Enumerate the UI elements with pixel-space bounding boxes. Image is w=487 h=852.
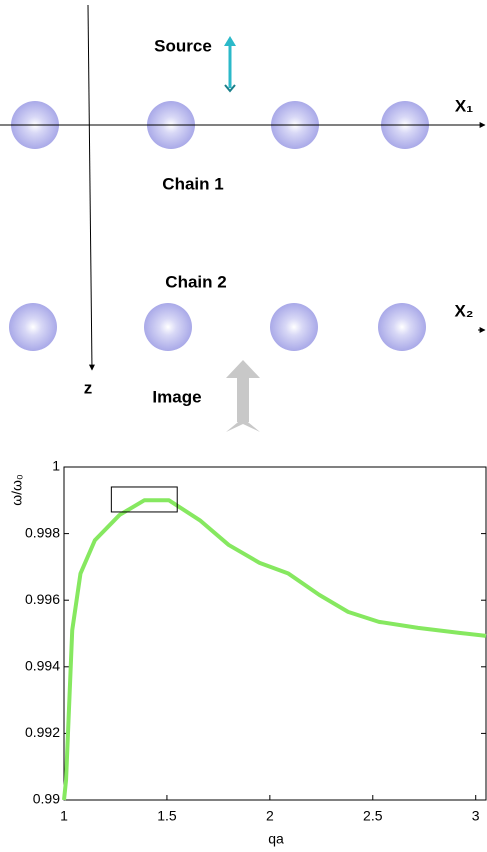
plot-frame xyxy=(64,467,486,800)
y-tick-label: 0.992 xyxy=(25,724,60,740)
diagram: Source Chain 1 Chain 2 Image z X₁ X₂ xyxy=(0,5,485,432)
x-tick-label: 2 xyxy=(266,808,274,824)
data-line xyxy=(64,500,486,800)
source-label: Source xyxy=(154,36,212,55)
y-tick-label: 0.996 xyxy=(25,591,60,607)
source-arrow xyxy=(224,36,236,91)
chain-2-atoms xyxy=(9,303,426,351)
y-tick-label: 1 xyxy=(52,458,60,474)
y-axis-title: ω/ω₀ xyxy=(9,474,25,506)
x-axis-title: qa xyxy=(268,831,284,847)
x-tick-label: 2.5 xyxy=(363,808,383,824)
image-arrow xyxy=(226,360,260,432)
chain-label: Chain 2 xyxy=(165,272,226,291)
y-tick-label: 0.998 xyxy=(25,524,60,540)
axis-label: X₂ xyxy=(455,301,474,320)
x-tick-label: 1.5 xyxy=(157,808,177,824)
x-tick-label: 1 xyxy=(60,808,68,824)
axis-label: X₁ xyxy=(455,96,473,115)
z-axis xyxy=(88,5,92,370)
x-tick-label: 3 xyxy=(472,808,480,824)
figure: Source Chain 1 Chain 2 Image z X₁ X₂ qa … xyxy=(0,0,487,852)
axis-label: z xyxy=(84,378,93,397)
y-tick-label: 0.994 xyxy=(25,658,60,674)
image-label: Image xyxy=(152,387,201,406)
y-tick-label: 0.99 xyxy=(33,791,60,807)
chain-label: Chain 1 xyxy=(162,174,223,193)
